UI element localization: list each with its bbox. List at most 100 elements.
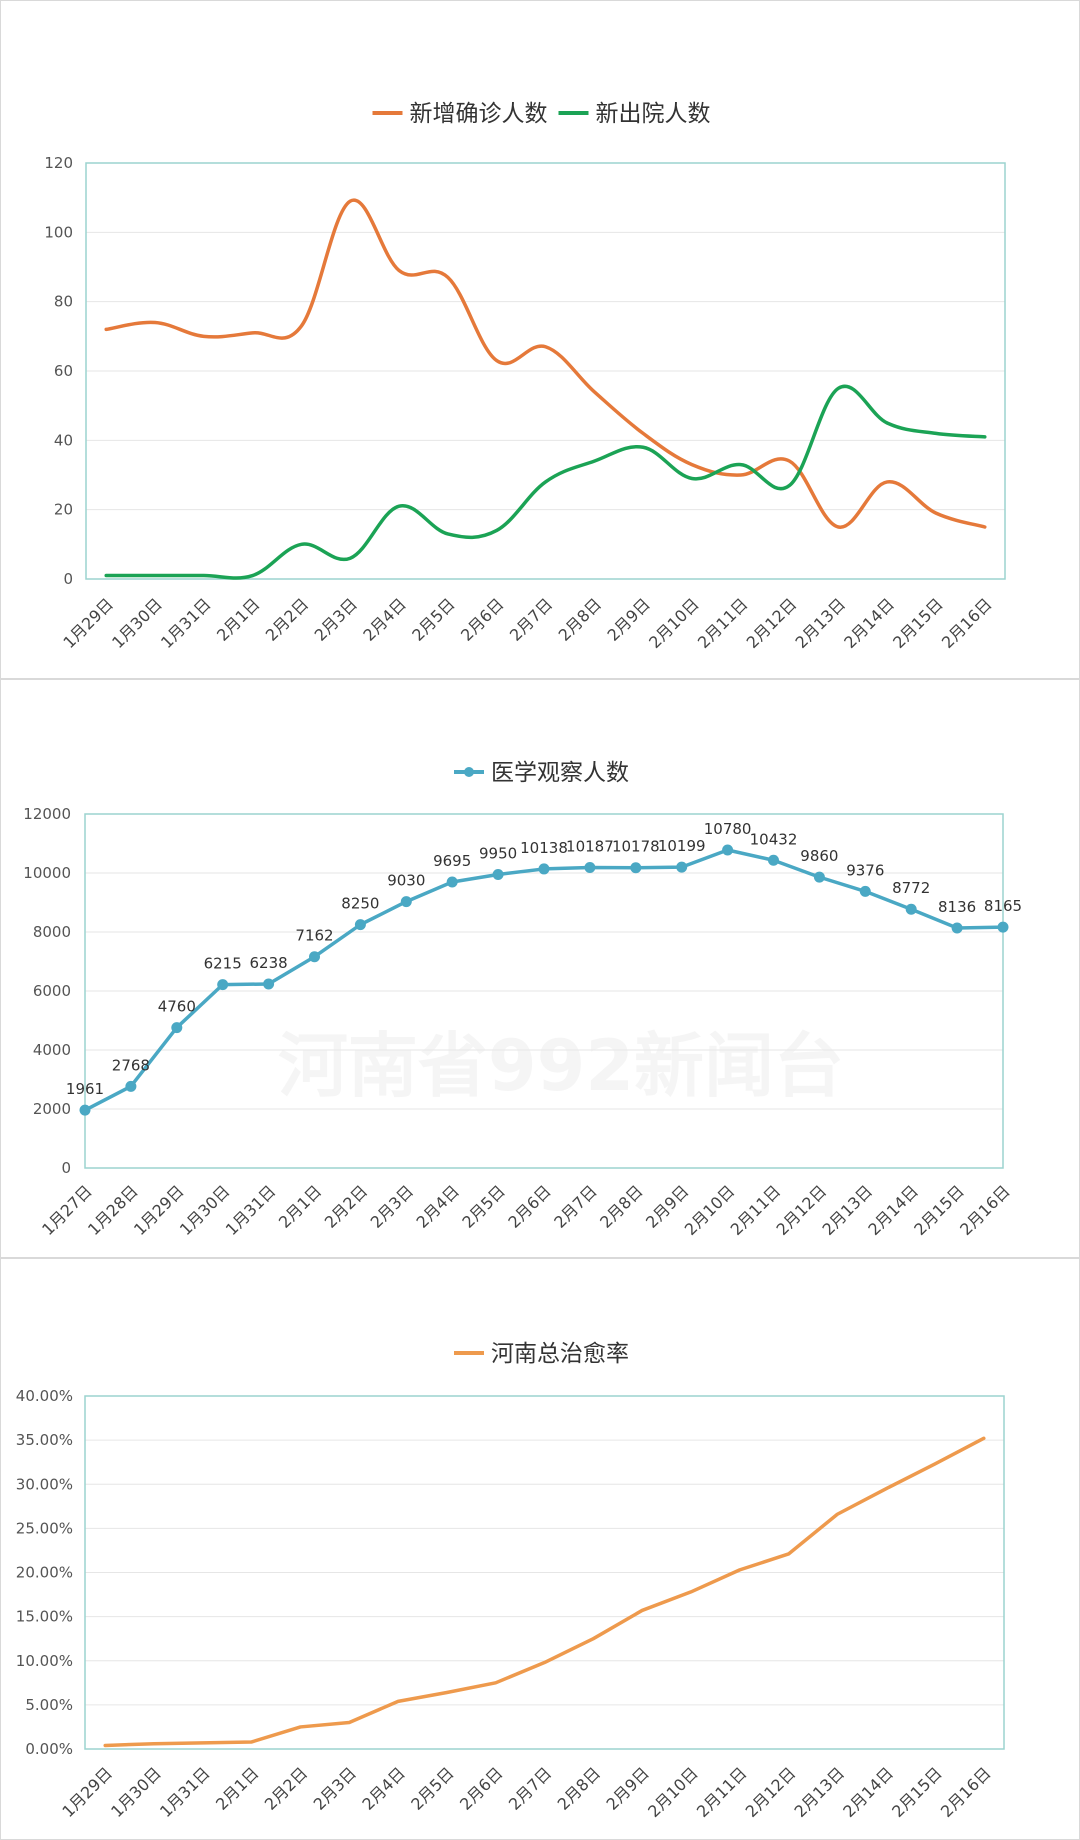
- data-label: 6238: [250, 954, 288, 972]
- x-tick-label: 2月2日: [261, 1763, 311, 1813]
- series-line: [104, 384, 987, 580]
- y-tick-label: 2000: [33, 1100, 71, 1118]
- x-tick-label: 2月16日: [938, 594, 996, 652]
- data-point: [492, 868, 504, 880]
- cure-rate-chart: 0.00% 5.00% 10.00% 15.00% 20.00% 25.00% 30.00%…: [16, 1341, 1005, 1821]
- x-tick-label: 2月15日: [888, 1763, 946, 1821]
- legend-label: 河南总治愈率: [491, 1341, 629, 1367]
- x-tick-label: 2月15日: [889, 594, 947, 652]
- data-point: [263, 978, 275, 990]
- x-tick-label: 2月6日: [456, 1763, 506, 1813]
- y-tick-label: 0: [63, 570, 73, 588]
- legend-item: 医学观察人数: [454, 760, 629, 786]
- data-point: [584, 861, 596, 873]
- series-line: [103, 1436, 986, 1748]
- y-tick-label: 30.00%: [16, 1475, 73, 1493]
- y-tick-label: 40.00%: [16, 1387, 73, 1405]
- chart-panel-2: 河南省992新闻台 0 2000 4000 6000 8000 10000 12000 1月27…: [0, 679, 1080, 1258]
- legend-item: 新出院人数: [558, 101, 711, 127]
- data-label: 8136: [938, 898, 976, 916]
- data-label: 10178: [612, 838, 660, 856]
- legend-label: 新增确诊人数: [410, 101, 548, 127]
- data-point: [722, 844, 734, 856]
- x-tick-label: 2月3日: [367, 1181, 417, 1231]
- data-label: 9376: [846, 861, 884, 879]
- plot-area-border: [84, 1395, 1005, 1750]
- x-tick-label: 1月29日: [130, 1181, 188, 1239]
- data-label: 2768: [112, 1056, 150, 1074]
- y-tick-label: 0: [61, 1159, 71, 1177]
- y-tick-label: 5.00%: [25, 1696, 73, 1714]
- data-point: [217, 979, 229, 991]
- data-point: [125, 1080, 137, 1092]
- x-tick-label: 1月29日: [59, 594, 117, 652]
- y-tick-label: 20: [54, 501, 73, 519]
- data-label: 6215: [204, 955, 242, 973]
- x-tick-label: 2月12日: [773, 1181, 831, 1239]
- x-tick-label: 2月11日: [727, 1181, 785, 1239]
- x-tick-label: 2月5日: [408, 594, 458, 644]
- x-tick-label: 2月3日: [311, 594, 361, 644]
- x-tick-label: 2月1日: [212, 1763, 262, 1813]
- data-point: [400, 896, 412, 908]
- data-label: 9950: [479, 844, 517, 862]
- data-point: [905, 903, 917, 915]
- data-point: [813, 871, 825, 883]
- plot-area-border: [84, 813, 1004, 1169]
- x-tick-label: 2月11日: [694, 594, 752, 652]
- data-point: [676, 861, 688, 873]
- x-tick-label: 2月2日: [321, 1181, 371, 1231]
- data-point: [951, 922, 963, 934]
- data-label: 9030: [387, 872, 425, 890]
- x-tick-label: 2月11日: [693, 1763, 751, 1821]
- data-label: 7162: [295, 927, 333, 945]
- data-point: [171, 1022, 183, 1034]
- watermark-text: 河南省992新闻台: [278, 1025, 844, 1107]
- data-label: 9860: [800, 847, 838, 865]
- x-tick-label: 2月8日: [555, 594, 605, 644]
- data-label: 4760: [158, 998, 196, 1016]
- x-tick-label: 2月3日: [310, 1763, 360, 1813]
- x-tick-label: 2月2日: [262, 594, 312, 644]
- legend-marker: [464, 767, 474, 777]
- data-label: 10432: [750, 830, 798, 848]
- x-tick-label: 2月5日: [458, 1181, 508, 1231]
- x-tick-label: 1月30日: [107, 1763, 165, 1821]
- legend-label: 新出院人数: [596, 101, 711, 127]
- x-tick-label: 2月14日: [839, 1763, 897, 1821]
- x-tick-label: 2月6日: [457, 594, 507, 644]
- x-tick-label: 2月14日: [840, 594, 898, 652]
- y-tick-label: 80: [54, 293, 73, 311]
- y-tick-label: 35.00%: [16, 1431, 73, 1449]
- x-tick-label: 1月30日: [108, 594, 166, 652]
- data-point: [630, 862, 642, 874]
- new-cases-chart: 0204060801001201月29日1月30日1月31日2月1日2月2日2月…: [44, 101, 1006, 652]
- x-tick-label: 2月16日: [956, 1181, 1014, 1239]
- x-tick-label: 2月5日: [407, 1763, 457, 1813]
- legend-label: 医学观察人数: [491, 760, 629, 786]
- x-tick-label: 2月10日: [681, 1181, 739, 1239]
- y-tick-label: 12000: [23, 805, 71, 823]
- x-tick-label: 1月29日: [58, 1763, 116, 1821]
- data-label: 10199: [658, 837, 706, 855]
- data-label: 8165: [984, 897, 1022, 915]
- data-label: 8772: [892, 879, 930, 897]
- chart-panel-3: 0.00% 5.00% 10.00% 15.00% 20.00% 25.00% 30.00%…: [0, 1258, 1080, 1840]
- medical-observation-chart: 河南省992新闻台 0 2000 4000 6000 8000 10000 12000 1月27…: [23, 760, 1022, 1239]
- x-tick-label: 1月27日: [38, 1181, 96, 1239]
- x-tick-label: 2月4日: [358, 1763, 408, 1813]
- y-tick-label: 100: [44, 223, 73, 241]
- data-label: 1961: [66, 1080, 104, 1098]
- x-tick-label: 2月13日: [791, 1763, 849, 1821]
- x-tick-label: 2月10日: [644, 1763, 702, 1821]
- x-tick-label: 1月31日: [222, 1181, 280, 1239]
- data-point: [79, 1104, 91, 1116]
- series-line: [104, 198, 987, 529]
- x-tick-label: 2月12日: [742, 1763, 800, 1821]
- data-point: [354, 919, 366, 931]
- x-tick-label: 2月7日: [505, 1763, 555, 1813]
- legend-item: 新增确诊人数: [372, 101, 548, 127]
- data-label: 8250: [341, 895, 379, 913]
- data-point: [859, 885, 871, 897]
- x-tick-label: 1月30日: [176, 1181, 234, 1239]
